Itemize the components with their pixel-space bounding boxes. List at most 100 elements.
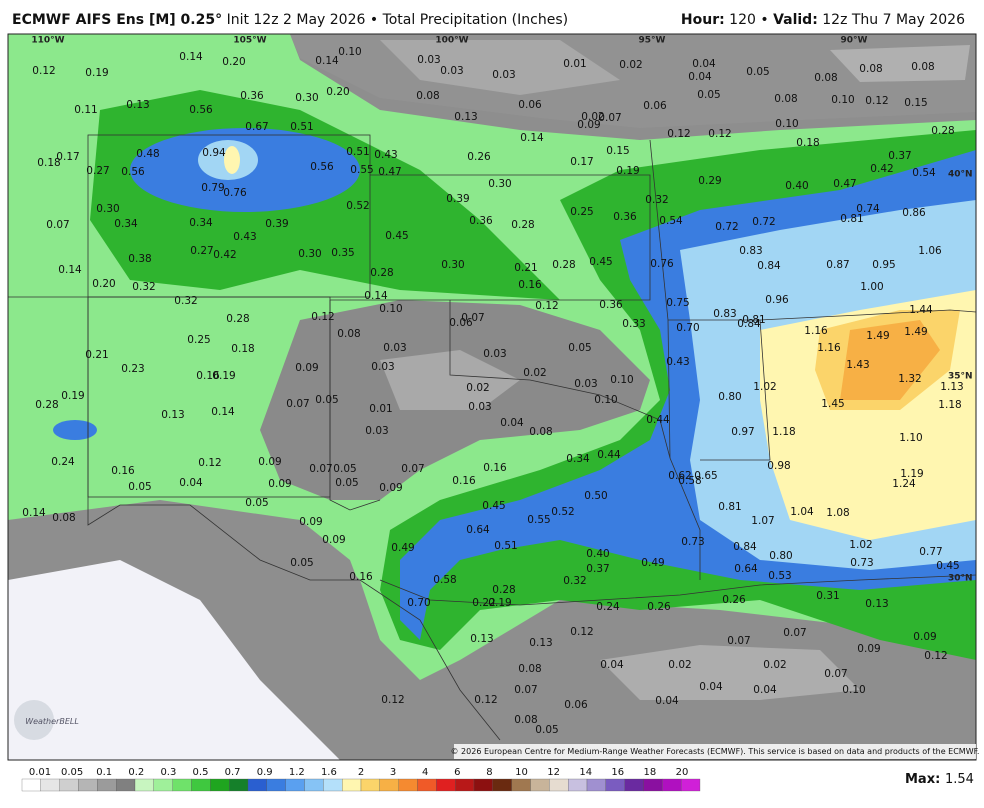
precip-label: 0.28 [552,259,575,271]
precip-label: 0.28 [226,313,249,325]
precip-label: 0.19 [85,67,108,79]
precip-label: 0.45 [589,256,612,268]
max-value: 1.54 [945,772,974,787]
precip-label: 0.04 [753,684,777,696]
header-left: ECMWF AIFS Ens [M] 0.25° Init 12z 2 May … [12,12,568,28]
lon-label: 105°W [233,36,266,46]
colorbar-swatch [153,778,173,792]
precip-label: 0.54 [912,167,936,179]
precip-label: 0.10 [338,46,361,58]
colorbar-label: 0.1 [96,767,112,778]
precip-label: 0.40 [586,548,609,560]
colorbar-label: 0.05 [61,767,83,778]
product: Total Precipitation (Inches) [382,12,569,28]
colorbar-swatch [605,778,625,792]
precip-label: 0.70 [676,322,699,334]
precip-label: 0.96 [765,294,789,306]
precip-label: 1.04 [790,506,814,518]
colorbar-label: 20 [676,767,689,778]
precip-label: 0.27 [86,165,109,177]
precip-label: 0.32 [563,575,586,587]
precip-label: 0.05 [535,724,558,736]
lat-label: 35°N [948,372,973,382]
precip-label: 0.05 [333,463,356,475]
precip-label: 0.30 [298,248,321,260]
precip-label: 0.14 [22,507,46,519]
precip-label: 0.35 [331,247,354,259]
precip-label: 0.55 [350,164,373,176]
precip-label: 0.05 [697,89,720,101]
precip-label: 0.09 [913,631,936,643]
precip-label: 0.25 [570,206,593,218]
precip-label: 0.03 [492,69,515,81]
precip-label: 0.02 [581,111,604,123]
precip-label: 0.07 [824,668,847,680]
precip-label: 0.08 [337,328,360,340]
colorbar-swatch [266,778,286,792]
precip-label: 0.16 [349,571,373,583]
precip-label: 0.05 [290,557,313,569]
precip-label: 1.00 [860,281,883,293]
colorbar-swatch [40,778,60,792]
precip-label: 0.09 [258,456,281,468]
precip-label: 0.28 [492,584,515,596]
precip-label: 0.05 [315,394,338,406]
precip-label: 0.80 [769,550,792,562]
precip-label: 0.80 [718,391,741,403]
precip-label: 0.16 [518,279,542,291]
precip-label: 0.08 [416,90,439,102]
precip-label: 1.43 [846,359,869,371]
lon-label: 110°W [31,36,64,46]
precip-label: 0.09 [295,362,318,374]
colorbar-swatch [247,778,267,792]
precip-label: 0.13 [865,598,888,610]
colorbar-label: 4 [422,767,428,778]
precip-label: 0.07 [727,635,750,647]
precip-label: 1.16 [804,325,828,337]
precip-label: 0.43 [666,356,689,368]
precip-label: 0.21 [514,262,537,274]
precip-label: 0.10 [610,374,633,386]
precip-label: 0.76 [223,187,247,199]
precip-label: 0.29 [698,175,721,187]
precip-label: 0.03 [371,361,394,373]
precip-label: 0.01 [369,403,392,415]
precip-label: 0.18 [37,157,60,169]
lon-label: 90°W [841,36,868,46]
precip-label: 0.37 [586,563,609,575]
precip-label: 1.16 [817,342,841,354]
lat-label: 40°N [948,170,973,180]
precip-label: 0.42 [870,163,893,175]
precip-label: 0.16 [452,475,476,487]
colorbar-label: 0.01 [29,767,51,778]
colorbar-label: 2 [358,767,364,778]
precip-label: 0.10 [831,94,854,106]
precip-label: 0.43 [374,149,397,161]
precip-label: 0.28 [35,399,58,411]
precip-label: 0.10 [594,394,617,406]
colorbar-label: 0.3 [160,767,176,778]
colorbar-swatch [662,778,682,792]
precip-label: 0.18 [796,137,819,149]
precip-label: 0.47 [378,166,401,178]
precip-label: 0.19 [61,390,84,402]
precip-label: 0.40 [785,180,808,192]
precip-label: 0.13 [126,99,149,111]
precip-label: 0.12 [32,65,55,77]
precip-label: 0.52 [346,200,369,212]
precip-label: 0.83 [713,308,736,320]
precip-label: 0.58 [678,475,701,487]
precip-label: 0.13 [161,409,184,421]
colorbar-label: 3 [390,767,396,778]
precip-label: 0.03 [417,54,440,66]
precip-label: 0.81 [840,213,863,225]
colorbar-swatch [210,778,230,792]
precip-label: 0.04 [692,58,716,70]
precip-label: 0.12 [667,128,690,140]
precip-label: 0.05 [245,497,268,509]
precip-label: 0.01 [563,58,586,70]
precip-label: 0.53 [768,570,791,582]
precip-label: 0.09 [857,643,880,655]
